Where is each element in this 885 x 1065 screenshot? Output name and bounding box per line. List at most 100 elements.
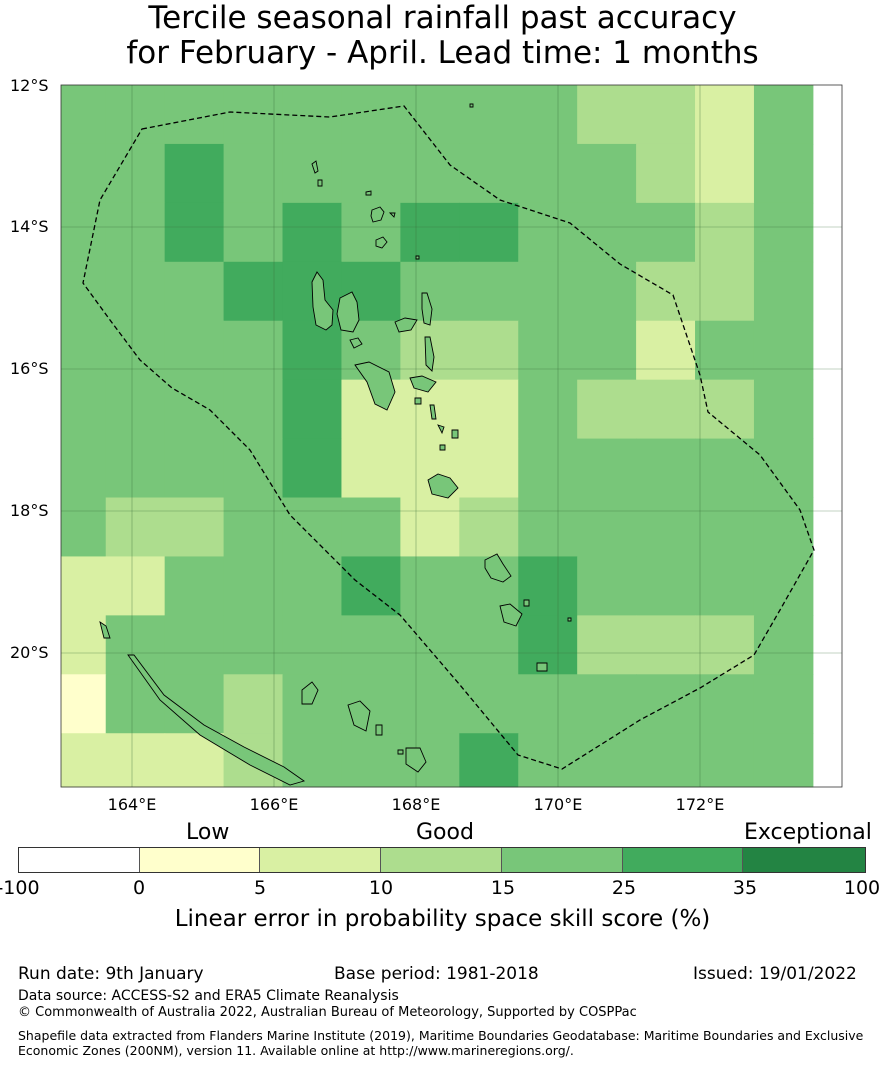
grid-cell (223, 143, 284, 204)
grid-cell (753, 379, 814, 440)
lat-label-18s: 18°S (10, 501, 49, 520)
grid-cell (341, 438, 401, 499)
grid-cell (341, 556, 401, 616)
grid-cell (753, 615, 814, 675)
grid-cell (282, 143, 342, 204)
grid-cell (61, 202, 107, 263)
grid-cell (341, 497, 401, 557)
issued-date: Issued: 19/01/2022 (693, 964, 857, 984)
run-date: Run date: 9th January (18, 964, 204, 984)
map-title-line2: for February - April. Lead time: 1 month… (126, 35, 759, 71)
grid-cell (636, 379, 696, 440)
grid-cell (518, 438, 578, 499)
grid-cell (753, 85, 814, 145)
colorbar-tick: 15 (490, 877, 516, 899)
colorbar-segment-0 (19, 848, 140, 872)
grid-cell (400, 85, 460, 145)
grid-cell (577, 379, 637, 440)
grid-cell (753, 733, 814, 788)
lat-label-16s: 16°S (10, 359, 49, 378)
grid-cell (223, 320, 284, 381)
grid-cell (459, 202, 519, 263)
category-low-label: Low (186, 820, 230, 845)
islands (99, 103, 572, 786)
grid-cell (753, 438, 814, 499)
colorbar-segment-2 (260, 848, 382, 872)
grid-cell (695, 85, 755, 145)
data-source: Data source: ACCESS-S2 and ERA5 Climate … (18, 988, 399, 1004)
grid-cell (636, 85, 696, 145)
grid-cell (459, 143, 519, 204)
grid-cell (61, 556, 107, 616)
grid-cell (164, 497, 225, 557)
grid-cell (695, 202, 755, 263)
colorbar-segment-4 (501, 848, 623, 872)
grid-cell (518, 674, 578, 734)
grid-cell (695, 143, 755, 204)
colorbar-tick: -100 (0, 877, 40, 899)
grid-cell (164, 438, 225, 499)
grid-cell (695, 615, 755, 675)
grid-cell (105, 556, 166, 616)
grid-cell (164, 202, 225, 263)
grid-cell (695, 733, 755, 788)
colorbar-label: Linear error in probability space skill … (174, 906, 711, 932)
grid-cell (282, 85, 342, 145)
grid-cell (459, 733, 519, 788)
grid-cell (459, 379, 519, 440)
grid-cell (400, 497, 460, 557)
lon-label-170e: 170°E (533, 795, 583, 814)
grid-cell (105, 202, 166, 263)
lon-label-166e: 166°E (249, 795, 299, 814)
lat-label-12s: 12°S (10, 76, 49, 95)
grid-cell (105, 438, 166, 499)
lon-label-172e: 172°E (675, 795, 725, 814)
grid-cell (577, 497, 637, 557)
category-good-label: Good (416, 820, 474, 845)
grid-cell (577, 556, 637, 616)
lat-label-20s: 20°S (10, 643, 49, 662)
grid-cell (282, 615, 342, 675)
grid-cell (518, 261, 578, 322)
grid-cell (61, 379, 107, 440)
grid-cell (459, 438, 519, 499)
grid-cell (341, 615, 401, 675)
grid-cell (223, 202, 284, 263)
grid-cell (577, 674, 637, 734)
grid-cell (518, 379, 578, 440)
grid-cell (459, 674, 519, 734)
grid-cell (636, 202, 696, 263)
grid-cell (400, 556, 460, 616)
grid-cell (695, 556, 755, 616)
skill-score-grid (61, 85, 814, 788)
grid-cell (518, 85, 578, 145)
grid-cell (695, 438, 755, 499)
grid-cell (105, 733, 166, 788)
grid-cell (577, 85, 637, 145)
grid-cell (636, 674, 696, 734)
grid-cell (105, 261, 166, 322)
grid-cell (164, 320, 225, 381)
grid-cell (341, 733, 401, 788)
grid-cell (636, 556, 696, 616)
grid-cell (400, 615, 460, 675)
grid-cell (577, 143, 637, 204)
grid-cell (341, 85, 401, 145)
grid-cell (61, 497, 107, 557)
grid-cell (61, 615, 107, 675)
grid-cell (636, 438, 696, 499)
grid-cell (61, 733, 107, 788)
grid-cell (341, 202, 401, 263)
grid-cell (753, 202, 814, 263)
grid-cell (105, 674, 166, 734)
grid-cell (518, 556, 578, 616)
grid-cell (61, 438, 107, 499)
grid-cell (753, 497, 814, 557)
grid-cell (282, 320, 342, 381)
map-title-line1: Tercile seasonal rainfall past accuracy (148, 0, 737, 36)
rainfall-accuracy-map (60, 84, 843, 788)
grid-cell (105, 320, 166, 381)
colorbar-tick: 35 (732, 877, 758, 899)
colorbar-tick: 0 (132, 877, 146, 899)
grid-cell (164, 379, 225, 440)
